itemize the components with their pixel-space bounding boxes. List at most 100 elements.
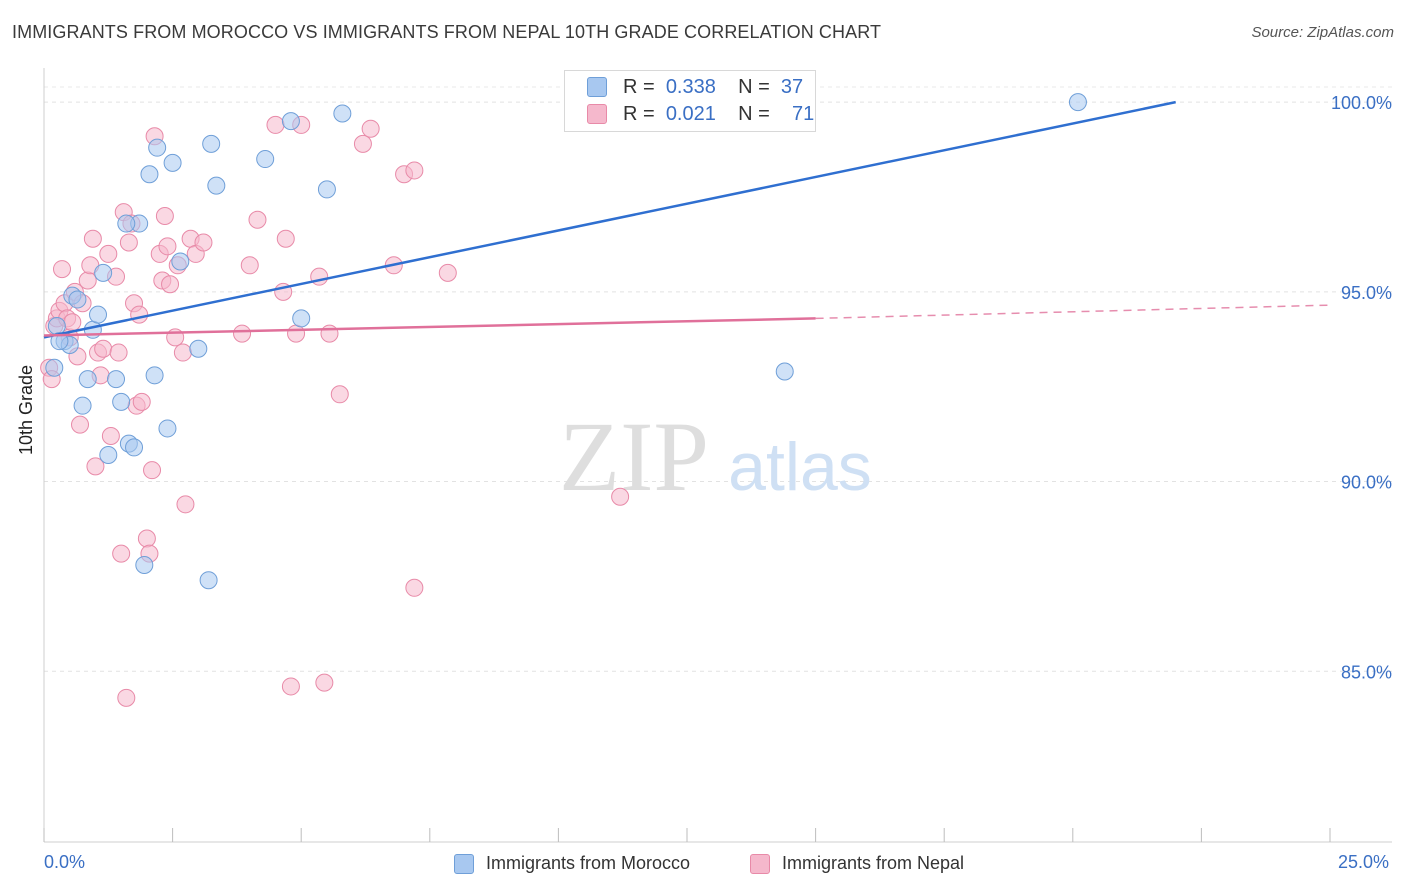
nepal-point <box>287 324 306 343</box>
nepal-point <box>78 271 97 290</box>
n-label: N = <box>738 102 770 125</box>
x-tick-label-max: 25.0% <box>1338 852 1390 872</box>
y-tick-label: 100.0% <box>1331 93 1392 113</box>
nepal-point <box>330 385 349 404</box>
nepal-point <box>53 260 72 279</box>
morocco-point <box>202 134 221 153</box>
chart-title: IMMIGRANTS FROM MOROCCO VS IMMIGRANTS FR… <box>12 22 882 42</box>
morocco-point <box>125 438 144 457</box>
nepal-swatch <box>587 104 607 124</box>
morocco-point <box>163 153 182 172</box>
nepal-point <box>361 119 380 138</box>
stats-legend-row-morocco: R = 0.338 N = 37 <box>587 74 803 100</box>
n-value: 37 <box>780 75 804 98</box>
n-label: N = <box>738 75 770 98</box>
morocco-point <box>112 392 131 411</box>
morocco-points <box>45 93 1087 590</box>
watermark-atlas: atlas <box>728 429 872 505</box>
y-axis-label: 10th Grade <box>16 364 36 455</box>
n-value: 71 <box>792 102 815 125</box>
nepal-point <box>86 457 105 476</box>
series-legend: Immigrants from Morocco Immigrants from … <box>0 851 1406 877</box>
nepal-point <box>315 673 334 692</box>
morocco-point <box>140 165 159 184</box>
nepal-point <box>117 688 136 707</box>
nepal-point <box>63 313 82 332</box>
morocco-point <box>256 150 275 169</box>
morocco-point <box>158 419 177 438</box>
nepal-point <box>173 343 192 362</box>
morocco-point <box>89 305 108 324</box>
legend-label-morocco: Immigrants from Morocco <box>486 853 691 873</box>
watermark: ZIP atlas <box>559 401 872 512</box>
morocco-point <box>317 180 336 199</box>
morocco-point <box>333 104 352 123</box>
nepal-point <box>71 415 90 434</box>
nepal-point <box>137 529 156 548</box>
morocco-point <box>135 556 154 575</box>
y-tick-labels: 85.0% 90.0% 95.0% 100.0% <box>1331 93 1392 682</box>
morocco-trend-line <box>43 100 1176 339</box>
morocco-point <box>1068 93 1087 112</box>
stats-legend: R = 0.338 N = 37 R = 0.021 N = 71 <box>564 70 816 132</box>
morocco-point <box>207 176 226 195</box>
legend-item-nepal[interactable]: Immigrants from Nepal <box>750 853 964 874</box>
nepal-point <box>194 233 213 252</box>
morocco-point <box>189 339 208 358</box>
stats-legend-row-nepal: R = 0.021 N = 71 <box>587 101 814 127</box>
grid-layer <box>44 86 1392 672</box>
nepal-points <box>40 115 630 707</box>
nepal-point <box>143 461 162 480</box>
x-tick-label-min: 0.0% <box>44 852 86 872</box>
nepal-point <box>353 134 372 153</box>
nepal-point <box>161 275 180 294</box>
nepal-point <box>109 343 128 362</box>
nepal-trend-line <box>43 317 816 337</box>
nepal-point <box>438 263 457 282</box>
nepal-point <box>83 229 102 248</box>
nepal-point <box>119 233 138 252</box>
morocco-point <box>145 366 164 385</box>
morocco-point <box>73 396 92 415</box>
nepal-point <box>611 487 630 506</box>
morocco-point <box>78 370 97 389</box>
legend-item-morocco[interactable]: Immigrants from Morocco <box>454 853 690 874</box>
morocco-point <box>117 214 136 233</box>
nepal-point <box>405 578 424 597</box>
nepal-point <box>266 115 285 134</box>
nepal-trend-extension <box>815 304 1331 320</box>
trend-lines <box>43 100 1331 339</box>
morocco-point <box>99 446 118 464</box>
morocco-point <box>68 290 87 309</box>
legend-label-nepal: Immigrants from Nepal <box>782 853 965 873</box>
source-label: Source: ZipAtlas.com <box>1251 24 1394 41</box>
morocco-point <box>199 571 218 590</box>
y-tick-label: 90.0% <box>1341 473 1392 493</box>
r-value: 0.021 <box>665 102 716 125</box>
nepal-point <box>240 256 259 275</box>
morocco-point <box>148 138 167 157</box>
nepal-point <box>94 339 113 358</box>
nepal-point <box>276 229 295 248</box>
morocco-point <box>292 309 311 328</box>
watermark-zip: ZIP <box>559 401 709 512</box>
nepal-point <box>112 544 131 563</box>
nepal-point <box>155 206 174 225</box>
nepal-point <box>248 210 267 229</box>
nepal-point <box>158 237 177 256</box>
morocco-point <box>107 370 126 389</box>
morocco-point <box>47 317 66 335</box>
nepal-point <box>101 427 120 446</box>
nepal-point <box>281 677 300 696</box>
nepal-point <box>176 495 195 514</box>
morocco-point <box>775 362 794 381</box>
morocco-legend-swatch <box>454 853 474 874</box>
morocco-swatch <box>587 77 607 97</box>
morocco-point <box>50 332 69 351</box>
morocco-point <box>45 358 64 377</box>
morocco-point <box>171 252 190 271</box>
nepal-point <box>405 161 424 180</box>
nepal-point <box>132 392 151 411</box>
nepal-point <box>233 324 252 343</box>
